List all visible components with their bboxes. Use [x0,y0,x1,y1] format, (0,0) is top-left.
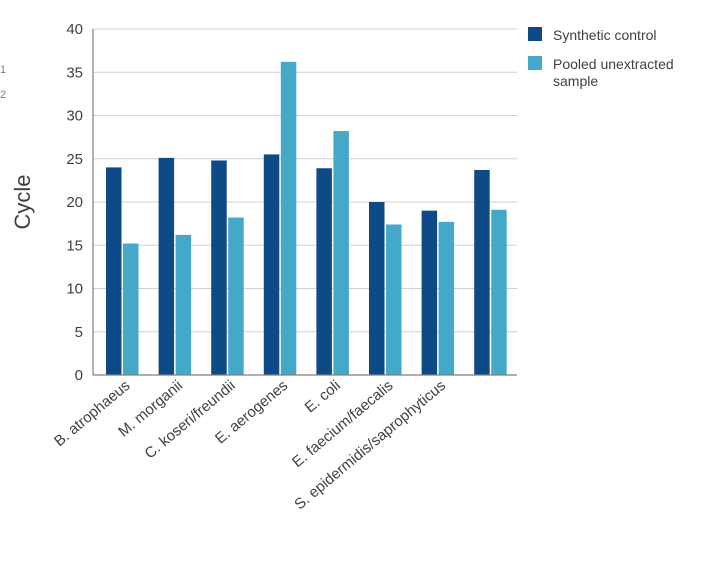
bar-pooled-unextracted [491,209,507,375]
bar-pooled-unextracted [228,217,244,375]
y-tick-label: 5 [75,324,83,341]
bar-pooled-unextracted [175,234,192,375]
bar-pooled-unextracted [280,61,297,376]
y-tick-label: 20 [66,194,83,211]
x-category-label: B. atrophaeus [51,377,133,450]
edge-mark-2: 2 [0,89,6,101]
y-tick-label: 15 [66,237,83,254]
edge-mark-1: 1 [0,64,6,76]
y-axis-title: Cycle [10,174,35,229]
bar-pooled-unextracted [438,221,455,375]
bar-pooled-unextracted [123,243,139,375]
legend-swatch-pooled-unextracted [528,56,542,70]
bar-pooled-unextracted [333,131,349,375]
bar-synthetic-control [106,167,122,375]
y-tick-label: 25 [66,151,83,168]
y-tick-label: 30 [66,108,83,125]
y-tick-label: 40 [66,21,83,38]
x-category-label: C. koseri/freundii [141,377,238,462]
legend-label-line-2: sample [553,73,598,89]
x-category-label: E. coli [302,377,344,416]
y-tick-label: 35 [66,64,83,81]
y-tick-label: 0 [75,367,83,384]
y-tick-labels: 0 5 10 15 20 25 30 35 40 [66,21,83,384]
legend-label-pooled-unextracted: Pooled unextracted sample [553,56,678,89]
legend: Synthetic control Pooled unextracted sam… [528,27,678,89]
bar-synthetic-control [421,210,438,375]
bar-synthetic-control [316,168,332,375]
bar-synthetic-control [158,157,175,375]
bar-synthetic-control [211,160,227,375]
legend-label-synthetic-control: Synthetic control [553,27,657,43]
bars [106,61,507,376]
bar-synthetic-control [369,202,385,375]
axes [92,29,517,376]
bar-synthetic-control [474,169,490,375]
y-tick-label: 10 [66,281,83,298]
legend-label-line-1: Pooled unextracted [553,56,674,72]
bar-synthetic-control [263,154,280,375]
legend-swatch-synthetic-control [528,27,542,41]
bar-pooled-unextracted [386,224,402,375]
